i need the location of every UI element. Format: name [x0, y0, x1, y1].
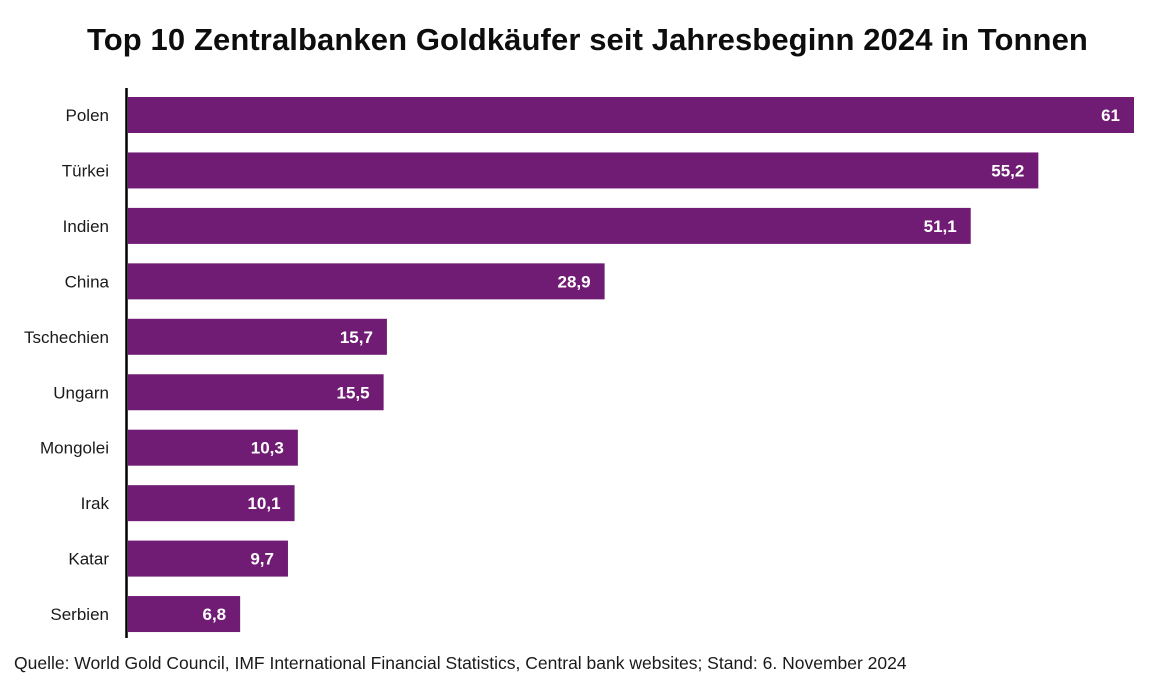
value-label-katar: 9,7: [250, 550, 274, 569]
bars: [128, 97, 1134, 633]
value-label-irak: 10,1: [247, 494, 280, 513]
bar-ungarn: [128, 374, 384, 411]
bar-china: [128, 263, 605, 300]
bar-irak: [128, 485, 295, 522]
value-label-indien: 51,1: [924, 217, 957, 236]
category-label-mongolei: Mongolei: [40, 439, 109, 458]
category-labels: Polen Türkei Indien China Tschechien Ungarn Mo…: [24, 106, 110, 624]
category-label-türkei: Türkei: [62, 161, 109, 180]
value-label-tschechien: 15,7: [340, 328, 373, 347]
value-labels: 61 55,2 51,1 28,9 15,7 15,5 10,3 10,1 9,7 6,8: [203, 106, 1120, 624]
source-note: Quelle: World Gold Council, IMF Internat…: [14, 653, 907, 673]
category-label-katar: Katar: [68, 550, 109, 569]
category-label-serbien: Serbien: [50, 605, 109, 624]
value-label-polen: 61: [1101, 106, 1120, 125]
category-label-irak: Irak: [81, 494, 110, 513]
chart-title: Top 10 Zentralbanken Goldkäufer seit Jah…: [87, 22, 1088, 57]
bar-serbien: [128, 596, 241, 633]
bar-polen: [128, 97, 1134, 133]
category-label-polen: Polen: [66, 106, 109, 125]
category-label-ungarn: Ungarn: [53, 383, 109, 402]
bar-mongolei: [128, 429, 298, 466]
value-label-mongolei: 10,3: [251, 439, 284, 458]
bar-türkei: [128, 152, 1039, 189]
bar-katar: [128, 540, 288, 577]
value-label-türkei: 55,2: [991, 161, 1024, 180]
category-label-china: China: [65, 272, 110, 291]
category-label-tschechien: Tschechien: [24, 328, 109, 347]
value-label-china: 28,9: [558, 272, 591, 291]
bar-indien: [128, 207, 971, 244]
category-label-indien: Indien: [63, 217, 109, 236]
bar-tschechien: [128, 318, 387, 355]
value-label-ungarn: 15,5: [337, 383, 370, 402]
value-label-serbien: 6,8: [203, 605, 227, 624]
